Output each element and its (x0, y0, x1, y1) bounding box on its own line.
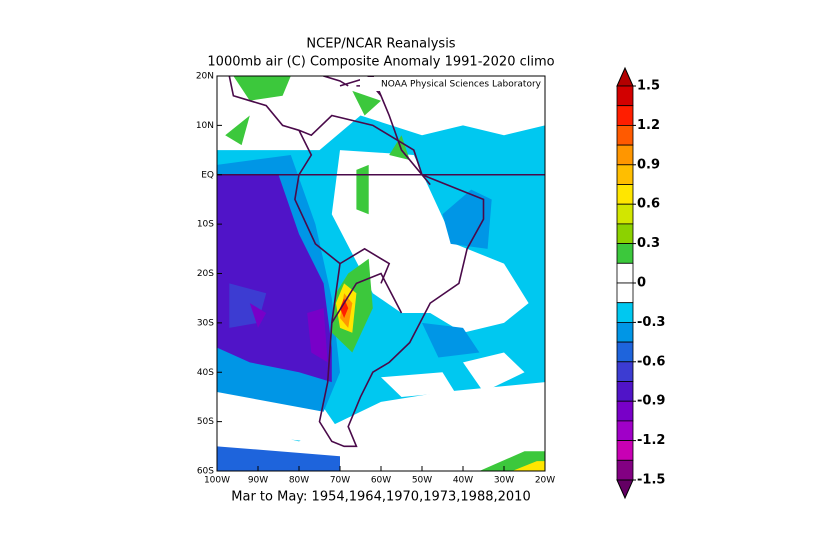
colorbar-band (616, 381, 634, 402)
colorbar-tick-label: 1.2 (637, 118, 660, 133)
colorbar-band (616, 184, 634, 205)
lon-tick-label: 20W (535, 476, 555, 486)
colorbar-band (616, 400, 634, 422)
colorbar-band (616, 302, 634, 323)
colorbar-tick-label: 1.5 (637, 79, 660, 94)
colorbar-band (616, 125, 634, 146)
lon-tick-label: 30W (494, 476, 514, 486)
lon-tick-label: 90W (248, 476, 268, 486)
lat-tick-label: 30S (197, 318, 214, 328)
map-field (217, 76, 545, 471)
colorbar-tick-label: -1.5 (637, 473, 665, 488)
colorbar-band (616, 203, 634, 225)
footer: Mar to May: 1954,1964,1970,1973,1988,201… (231, 490, 530, 505)
colorbar-band (616, 262, 634, 284)
colorbar-band (616, 164, 634, 185)
colorbar-tick-label: -1.2 (637, 433, 665, 448)
colorbar-tick-label: 0 (637, 276, 646, 291)
colorbar-band (616, 440, 634, 461)
lat-tick-label: EQ (201, 170, 214, 180)
colorbar-band (616, 282, 634, 304)
colorbar-band (616, 105, 634, 126)
subtitle: 1000mb air (C) Composite Anomaly 1991-20… (207, 55, 554, 70)
colorbar-tick-label: -0.6 (637, 354, 665, 369)
colorbar-tick-label: 0.6 (637, 197, 660, 212)
lon-tick-label: 60W (371, 476, 391, 486)
title: NCEP/NCAR Reanalysis (306, 37, 455, 52)
lon-tick-label: 80W (289, 476, 309, 486)
colorbar-band (616, 144, 634, 166)
lat-tick-label: 10S (197, 220, 214, 230)
colorbar-band (616, 459, 634, 481)
lab-label: NOAA Physical Sciences Laboratory (381, 80, 542, 90)
lat-tick-label: 60S (197, 467, 214, 477)
colorbar-band (616, 85, 634, 107)
lat-tick-label: 40S (197, 368, 214, 378)
colorbar-band (616, 321, 634, 343)
colorbar-band (616, 341, 634, 363)
colorbar-tick-label: -0.9 (637, 394, 665, 409)
colorbar-under (616, 479, 634, 500)
lon-tick-label: 70W (330, 476, 350, 486)
lon-tick-label: 50W (412, 476, 432, 486)
lon-tick-label: 100W (204, 476, 230, 486)
lat-tick-label: 10N (196, 121, 214, 131)
colorbar-band (616, 223, 634, 244)
lat-tick-label: 50S (197, 417, 214, 427)
colorbar-tick-label: 0.3 (637, 236, 660, 251)
colorbar-band (616, 243, 634, 264)
lon-tick-label: 40W (453, 476, 473, 486)
colorbar-band (616, 361, 634, 382)
colorbar-band (616, 420, 634, 441)
colorbar-tick-label: 0.9 (637, 157, 660, 172)
colorbar-over (616, 66, 634, 87)
lat-tick-label: 20S (197, 269, 214, 279)
colorbar-tick-label: -0.3 (637, 315, 665, 330)
lat-tick-label: 20N (196, 72, 214, 82)
